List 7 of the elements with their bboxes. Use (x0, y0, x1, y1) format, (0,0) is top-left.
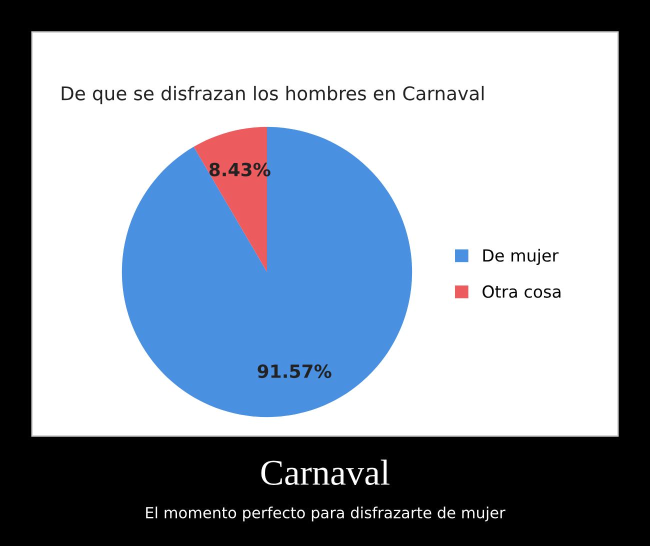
chart-title: De que se disfrazan los hombres en Carnaval (62, 86, 484, 104)
text: El momento perfecto para disfrazarte de mujer (146, 506, 506, 522)
legend-label: De mujer (483, 248, 559, 265)
pie-slice (122, 126, 412, 418)
text: Carnaval (261, 460, 390, 486)
data-label: 91.57% (258, 364, 332, 378)
legend-label: Otra cosa (482, 285, 560, 298)
